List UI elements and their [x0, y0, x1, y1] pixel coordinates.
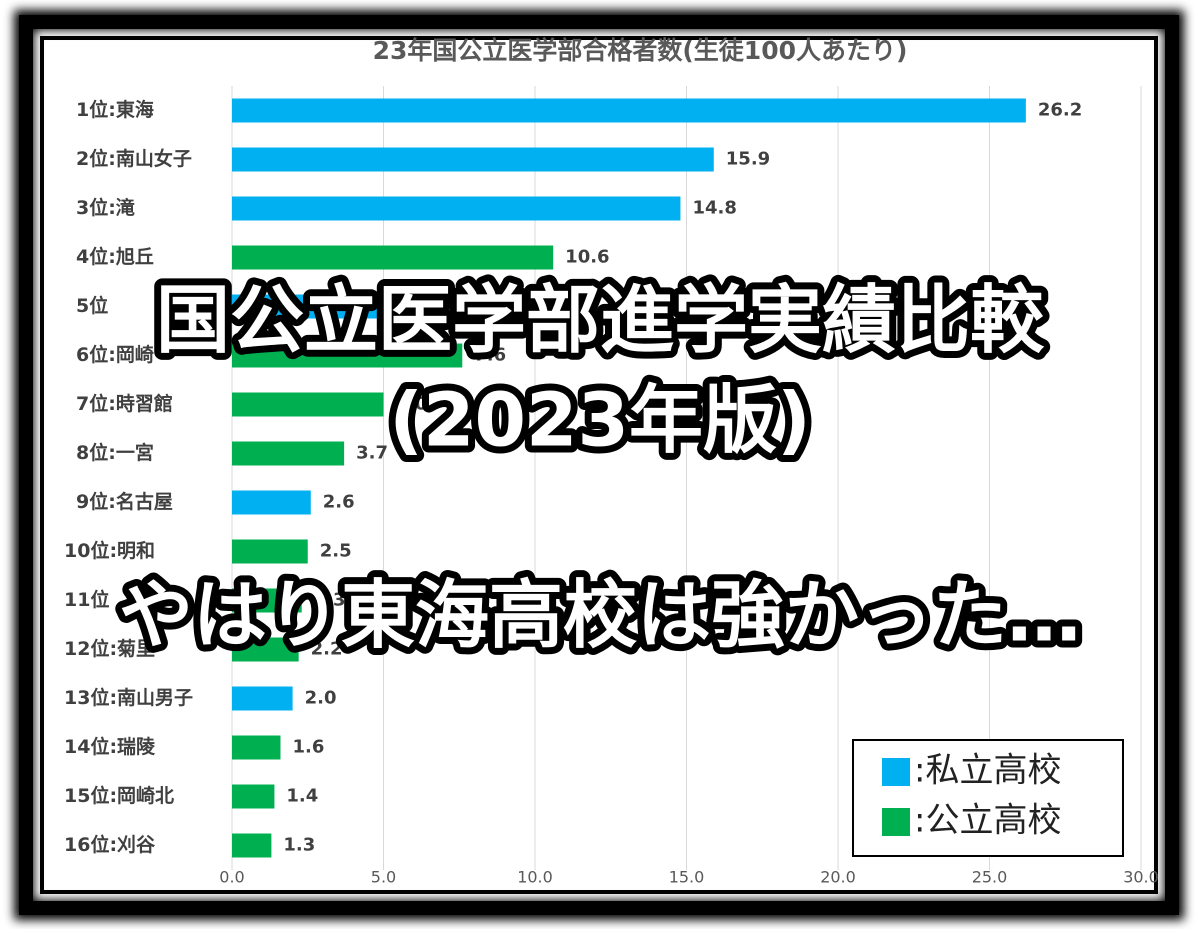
overlay-caption: (2023年版): [389, 378, 811, 464]
bar: [232, 833, 272, 858]
x-tick-label: 0.0: [219, 868, 244, 887]
value-label: 5.0: [396, 394, 428, 415]
bar: [232, 588, 302, 613]
y-tick-label: 13位:南山男子: [64, 686, 193, 709]
value-label: 10.6: [565, 247, 609, 268]
overlay-caption: 国公立医学部進学実績比較: [156, 278, 1045, 364]
value-label: 15.9: [726, 149, 770, 170]
value-label: 1.6: [292, 737, 324, 758]
y-tick-label: 3位:滝: [76, 196, 135, 219]
y-tick-label: 10位:明和: [64, 539, 155, 562]
y-tick-label: 2位:南山女子: [76, 147, 192, 170]
bar: [232, 392, 384, 417]
y-tick-label: 9位:名古屋: [76, 490, 173, 513]
bar: [232, 196, 681, 221]
value-label: 2.5: [320, 541, 352, 562]
frame: [19, 15, 1179, 915]
y-tick-label: 4位:旭丘: [76, 245, 154, 268]
overlay-caption: やはり東海高校は強かった…: [119, 573, 1081, 659]
y-tick-label: 12位:菊里: [64, 637, 155, 660]
y-tick-label: 15位:岡崎北: [64, 784, 174, 807]
y-tick-label: 8位:一宮: [76, 441, 154, 464]
bar: [232, 539, 308, 564]
y-tick-label: 16位:刈谷: [64, 833, 156, 856]
legend-label: :公立高校: [914, 801, 1061, 841]
bar: [232, 98, 1026, 123]
bar: [232, 735, 281, 760]
value-label: 2.0: [305, 688, 337, 709]
y-tick-label: 11位: [64, 588, 109, 611]
x-tick-label: 10.0: [517, 868, 553, 887]
x-tick-label: 25.0: [972, 868, 1008, 887]
value-label: 26.2: [1038, 100, 1082, 121]
y-tick-label: 6位:岡崎: [76, 343, 154, 366]
bar: [232, 245, 554, 270]
x-tick-label: 30.0: [1123, 868, 1159, 887]
bar: [232, 784, 275, 809]
value-label: 7.6: [474, 345, 506, 366]
bar: [232, 637, 299, 662]
value-label: 9.0: [517, 296, 549, 317]
bar: [232, 343, 463, 368]
value-label: 3.7: [356, 443, 388, 464]
bar: [232, 147, 714, 172]
y-tick-label: 5位: [76, 294, 108, 317]
legend-swatch: [882, 758, 910, 786]
bar: [232, 490, 311, 515]
legend-swatch: [882, 808, 910, 836]
value-label: 2.3: [314, 590, 346, 611]
y-tick-label: 7位:時習館: [76, 392, 173, 415]
x-tick-label: 20.0: [820, 868, 856, 887]
value-label: 2.2: [311, 639, 343, 660]
bar: [232, 294, 505, 319]
x-tick-label: 15.0: [669, 868, 705, 887]
legend-label: :私立高校: [914, 751, 1061, 791]
x-tick-label: 5.0: [371, 868, 396, 887]
inner-frame: [40, 36, 1158, 894]
bar: [232, 686, 293, 711]
y-tick-label: 14位:瑞陵: [64, 735, 156, 758]
bar: [232, 441, 345, 466]
y-tick-label: 1位:東海: [76, 98, 154, 121]
value-label: 2.6: [323, 492, 355, 513]
value-label: 1.4: [286, 786, 318, 807]
value-label: 1.3: [283, 835, 315, 856]
chart-title: 23年国公立医学部合格者数(生徒100人あたり): [373, 36, 908, 65]
value-label: 14.8: [692, 198, 736, 219]
